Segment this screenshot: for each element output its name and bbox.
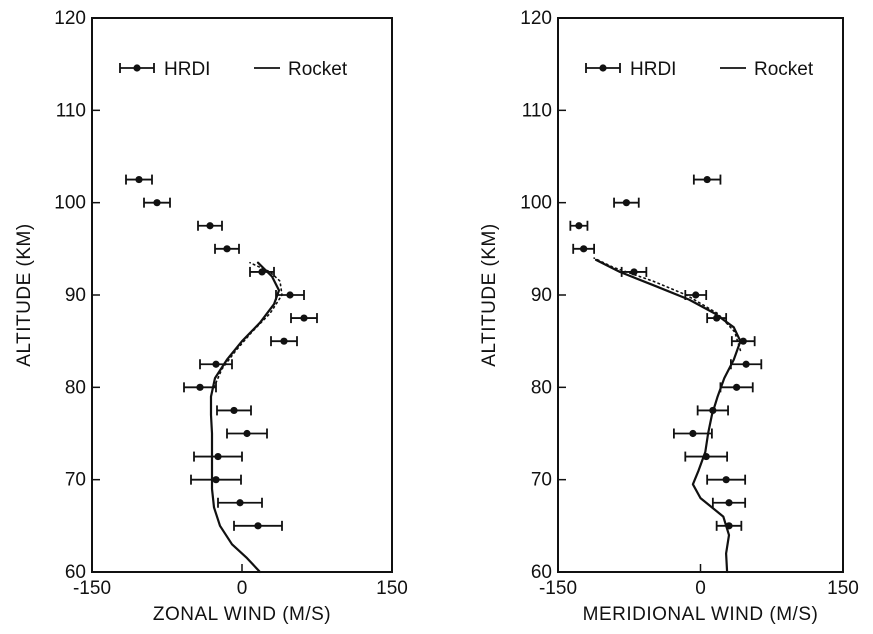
meridional-hrdi-point [711, 497, 747, 508]
zonal-x-tick-label: 150 [376, 578, 408, 599]
meridional-x-tick-label: -150 [539, 578, 577, 599]
zonal-x-tick-label: -150 [73, 578, 111, 599]
data-marker [739, 337, 747, 345]
zonal-hrdi-point [143, 197, 171, 208]
zonal-hrdi-point [270, 336, 298, 347]
data-marker [286, 291, 294, 299]
zonal-hrdi-point [183, 382, 217, 393]
zonal-x-axis-title: ZONAL WIND (M/S) [153, 604, 331, 625]
data-marker [575, 222, 583, 230]
zonal-rocket-dotted-line [213, 261, 283, 389]
zonal-rocket-line [209, 261, 281, 574]
meridional-y-tick-label: 110 [522, 100, 552, 121]
legend-hrdi-marker [133, 64, 141, 72]
legend-rocket-label: Rocket [288, 59, 348, 80]
data-marker [212, 476, 220, 484]
zonal-plot-frame [91, 17, 393, 573]
zonal-hrdi-point [216, 405, 252, 416]
zonal-hrdi-point [290, 313, 318, 324]
zonal-hrdi-point [193, 451, 243, 462]
meridional-hrdi-point [692, 174, 722, 185]
legend-hrdi-label: HRDI [164, 59, 210, 80]
zonal-hrdi-point [199, 359, 233, 370]
data-marker [722, 476, 730, 484]
meridional-hrdi-point [715, 520, 743, 531]
meridional-rocket-dotted-line [593, 257, 742, 352]
data-marker [214, 452, 222, 461]
data-marker [153, 199, 161, 207]
data-marker [300, 314, 308, 322]
data-marker [236, 499, 244, 507]
zonal-y-tick-label: 70 [65, 470, 86, 491]
zonal-legend: HRDI Rocket [119, 59, 348, 80]
data-marker [206, 222, 214, 230]
zonal-y-tick-label: 110 [56, 100, 86, 121]
data-marker [230, 406, 238, 415]
zonal-y-tick-label: 120 [54, 8, 86, 29]
zonal-y-tick-label: 60 [65, 562, 86, 583]
meridional-y-axis-title: ALTITUDE (KM) [479, 223, 500, 366]
data-marker [254, 522, 262, 530]
data-marker [212, 360, 220, 368]
zonal-y-axis-title: ALTITUDE (KM) [14, 223, 35, 366]
meridional-hrdi-point [572, 243, 595, 254]
zonal-y-tick-label: 80 [65, 377, 86, 398]
zonal-hrdi-point [197, 220, 223, 231]
zonal-hrdi-point [217, 497, 263, 508]
data-marker [258, 268, 266, 276]
zonal-y-tick-label: 100 [54, 193, 86, 214]
data-marker [725, 499, 733, 507]
zonal-hrdi-point [226, 428, 268, 439]
data-marker [703, 175, 711, 184]
zonal-hrdi-point [125, 174, 153, 185]
meridional-legend: HRDI Rocket [585, 59, 814, 80]
meridional-hrdi-point [730, 336, 756, 347]
data-marker [742, 360, 750, 368]
meridional-hrdi-point [684, 451, 728, 462]
data-marker [622, 199, 631, 207]
meridional-rocket-line [594, 258, 742, 574]
meridional-hrdi-point [706, 474, 747, 485]
zonal-hrdi-point [190, 474, 242, 485]
meridional-x-axis-title: MERIDIONAL WIND (M/S) [583, 604, 819, 625]
meridional-hrdi-point [569, 220, 589, 231]
meridional-hrdi-point [673, 428, 713, 439]
data-marker [689, 429, 697, 438]
data-marker [733, 383, 741, 391]
zonal-hrdi-point [249, 266, 275, 277]
data-marker [196, 383, 204, 391]
meridional-hrdi-point [730, 359, 763, 370]
meridional-hrdi-point [613, 197, 640, 208]
meridional-y-tick-label: 60 [531, 562, 552, 583]
data-marker [223, 245, 231, 253]
data-marker [135, 175, 143, 184]
meridional-y-tick-label: 100 [520, 193, 552, 214]
meridional-y-tick-label: 90 [531, 285, 552, 306]
legend-hrdi-marker [599, 64, 607, 72]
data-marker [280, 337, 288, 345]
meridional-x-tick-label: 0 [695, 578, 706, 599]
data-marker [692, 291, 700, 299]
meridional-x-tick-label: 150 [827, 578, 859, 599]
zonal-panel: 60 70 80 90 100 110 120 -150 0 150 ZONAL WIND (M/S… [14, 8, 408, 625]
zonal-x-tick-label: 0 [237, 578, 248, 599]
meridional-y-tick-label: 80 [531, 377, 552, 398]
meridional-y-tick-label: 120 [520, 8, 552, 29]
data-marker [580, 245, 588, 253]
legend-rocket-label: Rocket [754, 59, 814, 80]
legend-hrdi-label: HRDI [630, 59, 676, 80]
meridional-hrdi-point [719, 382, 754, 393]
zonal-hrdi-point [214, 243, 240, 254]
meridional-panel: 60 70 80 90 100 110 120 -150 0 150 MERIDIONAL WIND… [479, 8, 859, 625]
data-marker [630, 268, 638, 276]
zonal-hrdi-point [233, 520, 283, 531]
meridional-y-tick-label: 70 [531, 470, 552, 491]
zonal-y-tick-label: 90 [65, 285, 86, 306]
data-marker [243, 429, 251, 438]
